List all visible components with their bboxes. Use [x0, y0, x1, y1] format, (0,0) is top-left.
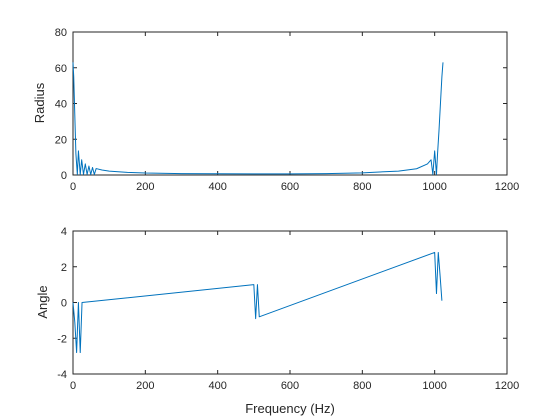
angle-x-tick-label: 1200 — [495, 380, 519, 392]
radius-plot: 0 200 400 600 800 1000 1200 0 20 40 60 80 Radius — [32, 27, 519, 193]
angle-y-tick-label: 2 — [61, 262, 67, 274]
radius-series-line — [72, 62, 444, 175]
angle-y-tick-label: 4 — [61, 226, 67, 238]
angle-plot-ticks — [72, 230, 508, 375]
radius-plot-ticks — [72, 31, 508, 176]
radius-y-tick-label: 60 — [55, 63, 67, 75]
radius-x-tick-label: 600 — [281, 181, 299, 193]
angle-x-tick-label: 200 — [136, 380, 154, 392]
radius-y-tick-label: 20 — [55, 134, 67, 146]
angle-x-tick-label: 600 — [281, 380, 299, 392]
angle-x-tick-label: 0 — [70, 380, 76, 392]
angle-y-tick-label: 0 — [61, 298, 67, 310]
angle-x-tick-label: 400 — [208, 380, 226, 392]
radius-y-axis-label: Radius — [32, 82, 47, 123]
radius-plot-frame — [72, 31, 508, 176]
angle-plot-frame — [72, 230, 508, 375]
angle-x-tick-label: 1000 — [422, 380, 446, 392]
radius-y-tick-label: 80 — [55, 27, 67, 39]
angle-plot-tick-labels: 0 200 400 600 800 1000 1200 -4 -2 0 2 4 — [57, 226, 519, 392]
angle-y-tick-label: -4 — [57, 369, 67, 381]
radius-x-tick-label: 0 — [70, 181, 76, 193]
radius-x-tick-label: 1000 — [422, 181, 446, 193]
radius-x-tick-label: 800 — [353, 181, 371, 193]
radius-x-tick-label: 1200 — [495, 181, 519, 193]
frequency-x-axis-label: Frequency (Hz) — [245, 401, 335, 416]
radius-x-tick-label: 400 — [208, 181, 226, 193]
angle-plot: 0 200 400 600 800 1000 1200 -4 -2 0 2 4 Angle Frequ… — [35, 226, 519, 416]
angle-series-line — [72, 251, 443, 354]
radius-plot-tick-labels: 0 200 400 600 800 1000 1200 0 20 40 60 80 — [55, 27, 519, 193]
angle-y-axis-label: Angle — [35, 285, 50, 318]
radius-y-tick-label: 40 — [55, 99, 67, 111]
radius-y-tick-label: 0 — [61, 170, 67, 182]
angle-y-tick-label: -2 — [57, 333, 67, 345]
angle-x-tick-label: 800 — [353, 380, 371, 392]
radius-x-tick-label: 200 — [136, 181, 154, 193]
